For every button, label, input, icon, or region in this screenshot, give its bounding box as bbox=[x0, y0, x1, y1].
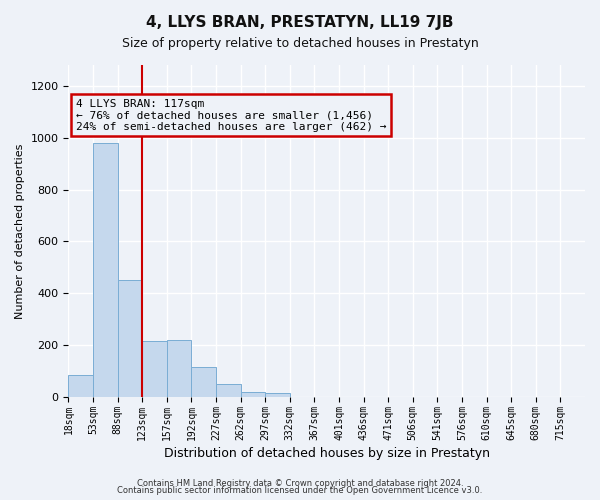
Bar bbox=[93, 143, 118, 397]
Bar bbox=[191, 368, 216, 397]
Bar bbox=[142, 342, 167, 397]
Text: 4, LLYS BRAN, PRESTATYN, LL19 7JB: 4, LLYS BRAN, PRESTATYN, LL19 7JB bbox=[146, 15, 454, 30]
Bar bbox=[118, 280, 142, 397]
Text: Size of property relative to detached houses in Prestatyn: Size of property relative to detached ho… bbox=[122, 38, 478, 51]
Bar bbox=[241, 392, 265, 397]
Text: 4 LLYS BRAN: 117sqm
← 76% of detached houses are smaller (1,456)
24% of semi-det: 4 LLYS BRAN: 117sqm ← 76% of detached ho… bbox=[76, 98, 386, 132]
Text: Contains HM Land Registry data © Crown copyright and database right 2024.: Contains HM Land Registry data © Crown c… bbox=[137, 478, 463, 488]
Bar bbox=[216, 384, 241, 397]
X-axis label: Distribution of detached houses by size in Prestatyn: Distribution of detached houses by size … bbox=[164, 447, 490, 460]
Y-axis label: Number of detached properties: Number of detached properties bbox=[15, 144, 25, 319]
Bar bbox=[68, 375, 93, 397]
Bar bbox=[265, 394, 290, 397]
Bar bbox=[167, 340, 191, 397]
Text: Contains public sector information licensed under the Open Government Licence v3: Contains public sector information licen… bbox=[118, 486, 482, 495]
